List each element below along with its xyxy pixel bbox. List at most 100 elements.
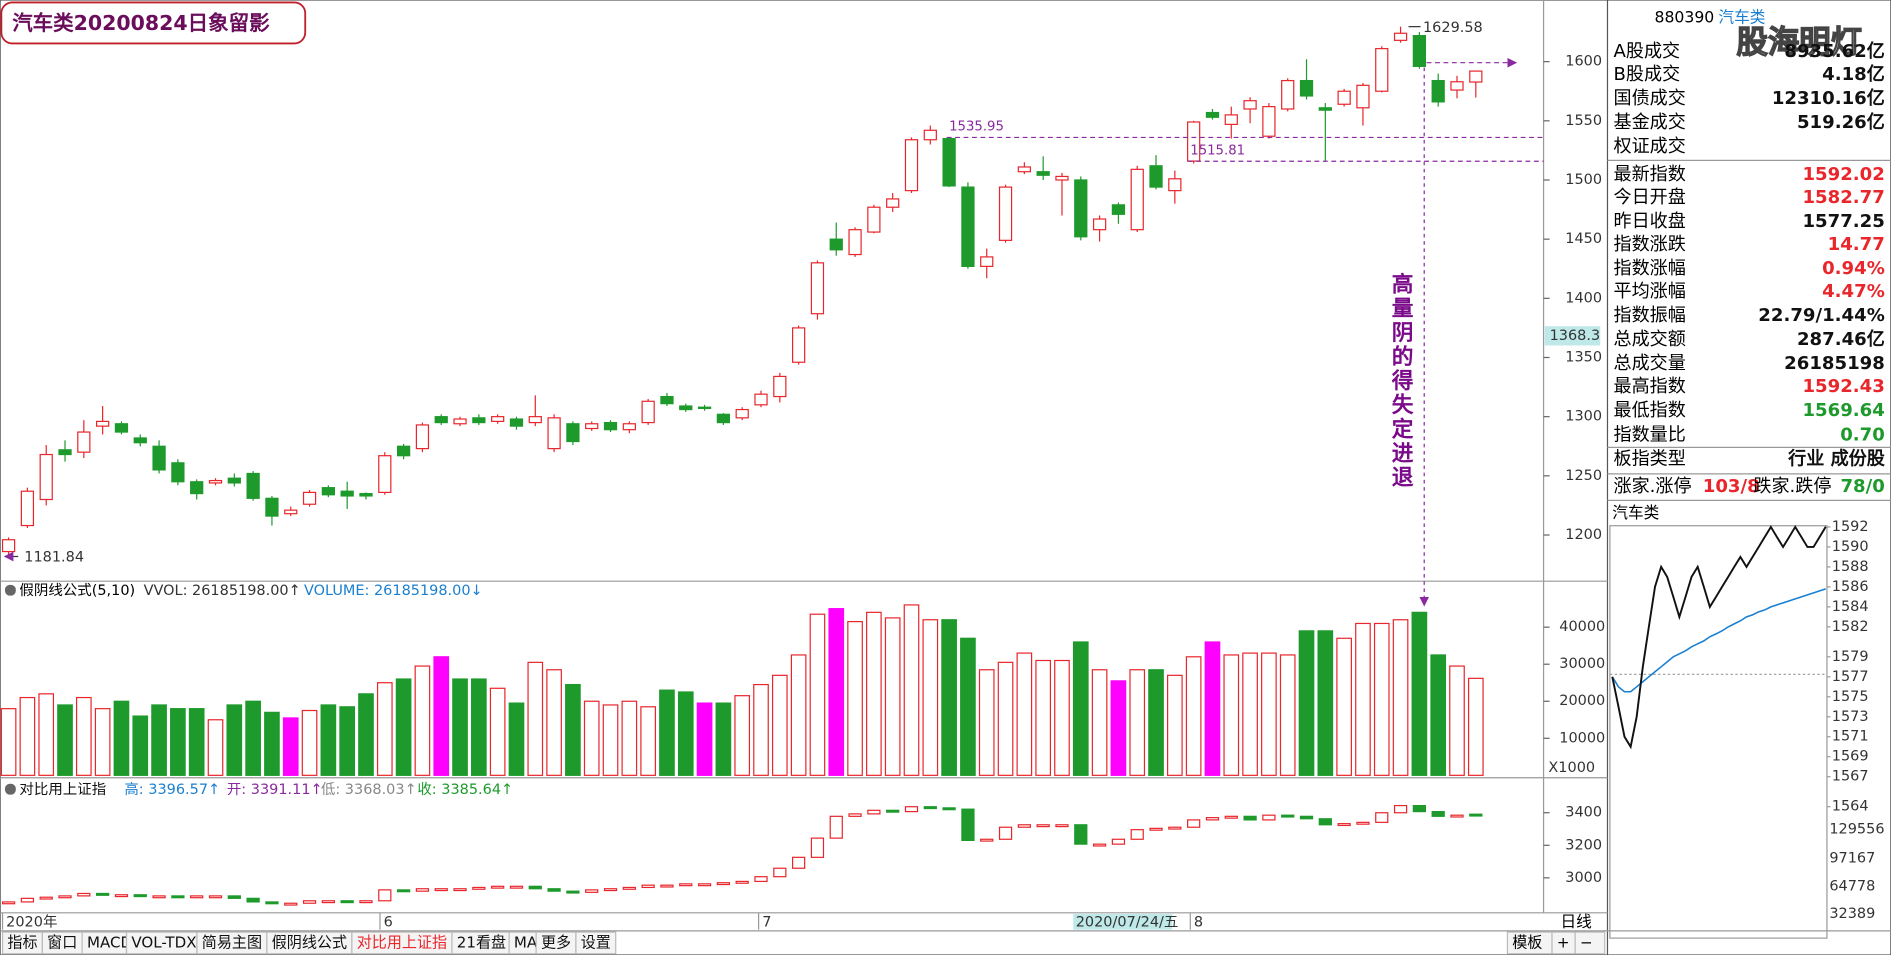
toolbar-label[interactable]: 指标 bbox=[7, 933, 37, 951]
compare-candle bbox=[1017, 824, 1031, 828]
volume-bar bbox=[922, 619, 939, 776]
candle-body bbox=[1187, 121, 1201, 162]
toolbar-label[interactable]: VOL-TDX bbox=[131, 933, 196, 951]
toolbar-label[interactable]: 模板 bbox=[1512, 933, 1542, 951]
compare-candle bbox=[566, 890, 580, 894]
toolbar-label[interactable]: MA bbox=[514, 933, 538, 951]
cursor-price: 1368.3 bbox=[1550, 328, 1601, 344]
toolbar-label[interactable]: 简易主图 bbox=[202, 933, 262, 951]
candle-body bbox=[1130, 168, 1144, 231]
watermark: 股海明灯 bbox=[1737, 24, 1862, 60]
candle-body bbox=[340, 490, 354, 497]
volume-bar bbox=[1072, 641, 1089, 776]
volume-bar bbox=[57, 704, 73, 776]
info-label: 总成交量 bbox=[1614, 353, 1686, 374]
breadth-label: 跌家.跌停 bbox=[1753, 476, 1831, 497]
volume-bar bbox=[960, 637, 976, 776]
volume-bar bbox=[1449, 665, 1465, 776]
compare-candle bbox=[547, 888, 561, 892]
candle-body bbox=[716, 413, 731, 424]
candle-body bbox=[660, 395, 674, 405]
toolbar-label[interactable]: − bbox=[1580, 933, 1593, 951]
compare-candle bbox=[77, 892, 91, 897]
intraday-price-label: 1592 bbox=[1832, 519, 1869, 535]
candle-body bbox=[1281, 79, 1295, 110]
level-label: 1515.81 bbox=[1190, 143, 1245, 158]
volume-bar bbox=[1091, 669, 1108, 776]
candle-body bbox=[1205, 111, 1220, 118]
y-tick-label: 20000 bbox=[1559, 693, 1605, 709]
intraday-price-label: 1582 bbox=[1832, 619, 1869, 635]
candle-body bbox=[378, 455, 392, 494]
candle-body bbox=[1055, 175, 1069, 181]
volume-bar bbox=[1467, 677, 1484, 776]
cursor-date: 2020/07/24/五 bbox=[1076, 914, 1179, 930]
candle-body bbox=[208, 479, 223, 484]
y-tick-label: 1400 bbox=[1565, 290, 1602, 306]
volume-bar bbox=[1430, 654, 1447, 776]
toolbar-label[interactable]: 对比用上证指 bbox=[357, 933, 447, 951]
intraday-price-label: 1564 bbox=[1832, 799, 1869, 815]
toolbar-label[interactable]: 设置 bbox=[581, 933, 611, 951]
index-name: 汽车类 bbox=[1718, 8, 1765, 27]
intraday-price-label: 1567 bbox=[1832, 769, 1869, 785]
candle-body bbox=[321, 487, 335, 496]
intraday-title: 汽车类 bbox=[1612, 503, 1659, 522]
candle-body bbox=[1017, 166, 1031, 173]
compare-candle bbox=[1450, 814, 1464, 818]
info-value: 4.18亿 bbox=[1822, 63, 1885, 85]
volume-bar bbox=[621, 700, 638, 776]
y-tick-label: 1550 bbox=[1565, 113, 1602, 129]
candle-body bbox=[792, 327, 806, 363]
info-label: 最新指数 bbox=[1614, 164, 1686, 185]
volume-bar bbox=[170, 708, 186, 776]
candle-body bbox=[961, 186, 975, 267]
compare-candle bbox=[773, 867, 787, 878]
volume-bar bbox=[1035, 659, 1052, 776]
candle-body bbox=[998, 186, 1013, 241]
candle-body bbox=[622, 423, 636, 431]
info-value: 22.79/1.44% bbox=[1758, 305, 1885, 326]
compare-candle bbox=[716, 882, 731, 886]
volume-bar bbox=[1016, 652, 1033, 776]
compare-candle bbox=[961, 808, 975, 842]
intraday-price-label: 1571 bbox=[1832, 729, 1869, 745]
candle-body bbox=[735, 408, 749, 419]
candle-body bbox=[1243, 100, 1257, 110]
intraday-volume-label: 32389 bbox=[1829, 906, 1875, 922]
volume-bar bbox=[527, 661, 544, 776]
toolbar-label[interactable]: 更多 bbox=[541, 933, 571, 951]
candle-body bbox=[1149, 165, 1163, 188]
info-value: 1577.25 bbox=[1802, 211, 1884, 232]
info-label: 指数振幅 bbox=[1614, 305, 1686, 326]
info-value: 4.47% bbox=[1822, 281, 1885, 302]
candle-body bbox=[1111, 204, 1126, 215]
compare-candle bbox=[998, 826, 1013, 840]
toolbar-label[interactable]: 21看盘 bbox=[457, 933, 506, 951]
toolbar-label[interactable]: MACD bbox=[87, 933, 132, 951]
info-value: 0.94% bbox=[1822, 258, 1885, 279]
compare-candle bbox=[509, 885, 524, 889]
volume-bar bbox=[245, 700, 261, 776]
toolbar-button[interactable] bbox=[1574, 931, 1606, 955]
toolbar-label[interactable]: + bbox=[1557, 933, 1570, 951]
toolbar-label[interactable]: 窗口 bbox=[47, 933, 77, 951]
compare-candle bbox=[1356, 821, 1370, 825]
volume-bar bbox=[809, 613, 826, 776]
volume-bar bbox=[1148, 669, 1164, 776]
candle-body bbox=[1393, 32, 1408, 41]
candle-body bbox=[904, 139, 919, 192]
info-label: 权证成交 bbox=[1614, 136, 1686, 157]
volume-bar bbox=[753, 683, 769, 776]
toolbar-button[interactable] bbox=[575, 931, 617, 955]
date-label: 8 bbox=[1194, 914, 1203, 930]
compare-candle bbox=[208, 895, 223, 899]
compare-candle bbox=[378, 889, 392, 902]
volume-bar bbox=[226, 704, 243, 776]
compare-candle bbox=[754, 876, 768, 883]
compare-candle bbox=[829, 815, 843, 839]
candle-body bbox=[810, 262, 825, 315]
toolbar-label[interactable]: 假阴线公式 bbox=[272, 933, 347, 951]
volume-vvol: VVOL: 26185198.00↑ bbox=[144, 583, 301, 599]
candle-body bbox=[603, 421, 618, 431]
